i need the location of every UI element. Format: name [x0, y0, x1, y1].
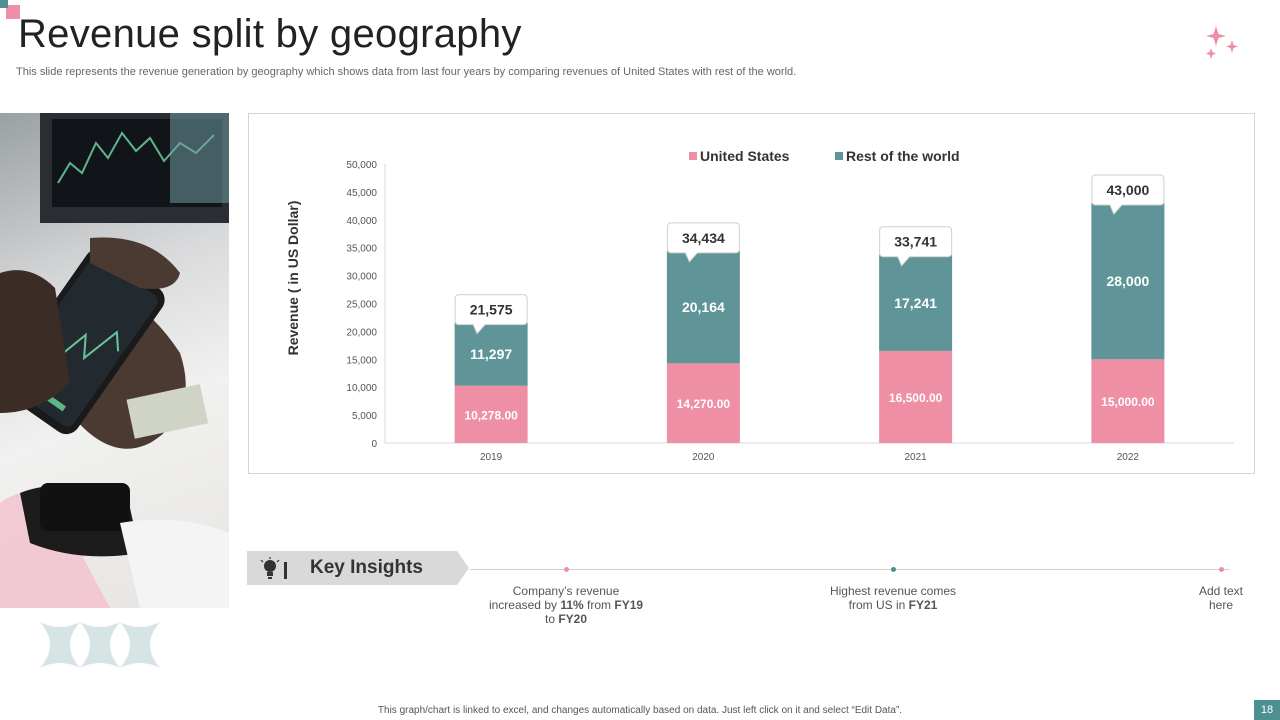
total-label: 21,575	[470, 302, 513, 318]
total-label: 43,000	[1106, 182, 1149, 198]
key-insights-banner	[247, 551, 469, 585]
y-tick-label: 0	[371, 439, 377, 450]
corner-accent-pink	[6, 5, 20, 19]
x-tick-label: 2020	[692, 452, 715, 463]
revenue-chart: 0 5,000 10,000 15,000 20,000 25,000 30,000 35,0…	[248, 113, 1255, 474]
total-callout	[666, 222, 740, 263]
y-tick-label: 25,000	[346, 300, 377, 311]
bar-rest-of-world	[879, 254, 953, 351]
footer-note: This graph/chart is linked to excel, and…	[377, 705, 903, 716]
sparkle-icon	[1206, 26, 1238, 59]
bar-data-label: 15,000.00	[1101, 395, 1155, 409]
bar-data-label: 16,500.00	[889, 391, 943, 405]
insight-text: Highest revenue comes from US in	[829, 584, 957, 612]
legend-swatch	[835, 152, 843, 160]
insight-highlight: FY21	[908, 598, 938, 612]
insight-add-text: Add text here	[1190, 584, 1252, 612]
hands-holding-phone-image	[0, 113, 229, 608]
legend-label: Rest of the world	[846, 148, 960, 164]
bar-rest-of-world	[454, 322, 528, 386]
total-callout	[454, 294, 528, 335]
bar-rest-of-world	[666, 250, 740, 364]
y-tick-label: 40,000	[346, 216, 377, 227]
lightbulb-icon	[260, 557, 287, 579]
insight-highlight: FY20	[558, 612, 588, 626]
insight-text: Company’s revenue increased by	[488, 584, 620, 612]
insight-text: Add text here	[1198, 584, 1244, 612]
insight-revenue-growth: Company’s revenue increased by 11% from …	[486, 584, 646, 626]
y-tick-label: 45,000	[346, 188, 377, 199]
bar-data-label: 10,278.00	[464, 408, 518, 422]
total-label: 33,741	[894, 234, 937, 250]
bar-data-label: 28,000	[1106, 273, 1149, 289]
y-tick-label: 10,000	[346, 383, 377, 394]
insight-text: from	[583, 598, 615, 612]
legend-swatch	[689, 152, 697, 160]
x-tick-label: 2022	[1117, 452, 1140, 463]
decorative-pattern	[40, 622, 160, 668]
revenue-chart-svg: 0 5,000 10,000 15,000 20,000 25,000 30,000 35,0…	[285, 148, 1234, 463]
insight-highlight: FY19	[614, 598, 644, 612]
bar-data-label: 17,241	[894, 295, 937, 311]
timeline-dot	[564, 567, 569, 572]
x-tick-label: 2021	[905, 452, 928, 463]
bar-data-label: 11,297	[470, 346, 512, 362]
bar-united-states	[1091, 359, 1165, 443]
corner-accent-teal	[0, 0, 8, 8]
y-tick-label: 50,000	[346, 160, 377, 171]
y-tick-label: 30,000	[346, 272, 377, 283]
y-axis-label: Revenue ( in US Dollar)	[285, 201, 301, 356]
key-insights-label: Key Insights	[310, 557, 423, 578]
legend-label: United States	[700, 148, 790, 164]
y-tick-label: 35,000	[346, 244, 377, 255]
timeline-dot	[891, 567, 896, 572]
timeline-dot	[1219, 567, 1224, 572]
total-callout	[879, 226, 953, 267]
insights-timeline	[470, 569, 1230, 570]
insight-text: to	[544, 612, 559, 626]
total-label: 34,434	[682, 230, 725, 246]
x-tick-label: 2019	[480, 452, 503, 463]
page-title: Revenue split by geography	[18, 12, 522, 56]
page-subtitle: This slide represents the revenue genera…	[16, 66, 797, 78]
y-tick-label: 15,000	[346, 355, 377, 366]
bar-united-states	[666, 363, 740, 443]
bar-data-label: 20,164	[682, 299, 725, 315]
insight-highlight: 11%	[560, 598, 584, 612]
bar-united-states	[454, 385, 528, 443]
bar-rest-of-world	[1091, 203, 1165, 360]
bar-data-label: 14,270.00	[677, 397, 731, 411]
y-tick-label: 20,000	[346, 327, 377, 338]
insight-highest-us: Highest revenue comes from US in FY21	[823, 584, 963, 612]
y-tick-label: 5,000	[352, 411, 377, 422]
total-callout	[1091, 174, 1165, 215]
page-number: 18	[1254, 700, 1280, 720]
bar-united-states	[879, 350, 953, 443]
